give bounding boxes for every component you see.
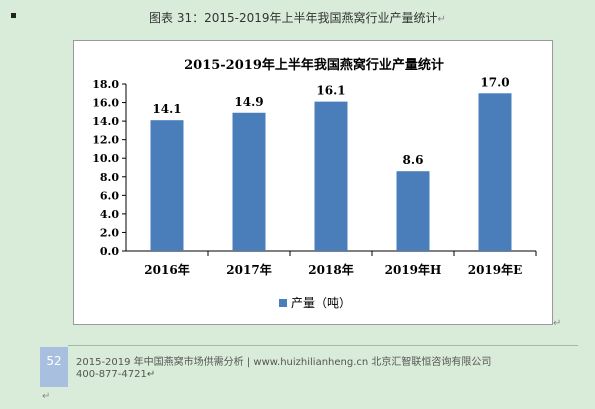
data-label: 14.1 (152, 102, 181, 116)
bar-chart: 2015-2019年上半年我国燕窝行业产量统计 0.0 2.0 4.0 6.0 8.0 1… (92, 57, 537, 310)
x-tick-label: 2019年E (468, 262, 523, 277)
y-tick-label: 2.0 (100, 226, 119, 239)
bar (150, 120, 184, 251)
y-tick-label: 8.0 (100, 171, 119, 184)
plot-area: 0.0 2.0 4.0 6.0 8.0 10.0 12.0 14.0 16.0 18.0 14.1 2… (92, 75, 537, 310)
page-number-box: 52 (40, 347, 68, 387)
bar (396, 171, 430, 251)
x-tick-label: 2016年 (144, 262, 189, 277)
footer-phone-line: 400-877-4721↵ (76, 369, 155, 380)
caption-text: 图表 31：2015-2019年上半年我国燕窝行业产量统计 (149, 11, 438, 25)
y-tick-label: 4.0 (100, 208, 119, 221)
legend-swatch (279, 299, 287, 307)
bar (314, 101, 348, 251)
chart-container: 2015-2019年上半年我国燕窝行业产量统计 0.0 2.0 4.0 6.0 8.0 1… (73, 40, 553, 325)
page-number: 52 (46, 354, 62, 368)
legend-label: 产量（吨） (291, 296, 351, 310)
y-tick-label: 0.0 (100, 245, 119, 258)
x-tick-label: 2018年 (308, 262, 353, 277)
y-tick-label: 12.0 (92, 134, 119, 147)
data-label: 8.6 (403, 153, 424, 167)
x-tick-label: 2019年H (385, 262, 442, 277)
paragraph-mark: ↵ (437, 14, 446, 25)
footer-phone: 400-877-4721 (76, 369, 147, 380)
data-label: 17.0 (480, 75, 509, 89)
data-label: 16.1 (316, 84, 345, 98)
paragraph-mark: ↵ (146, 369, 156, 380)
bar (232, 112, 266, 251)
data-label: 14.9 (234, 95, 263, 109)
footer-divider (68, 345, 578, 346)
chart-title: 2015-2019年上半年我国燕窝行业产量统计 (184, 57, 444, 73)
y-tick-label: 10.0 (92, 152, 119, 165)
list-bullet (11, 13, 16, 18)
bar (478, 93, 512, 252)
y-tick-label: 14.0 (92, 115, 119, 128)
y-tick-label: 18.0 (92, 78, 119, 91)
paragraph-mark: ↵ (553, 318, 562, 329)
footer-publisher-line: 2015-2019 年中国燕窝市场供需分析 | www.huizhilianhe… (76, 357, 492, 368)
y-tick-label: 16.0 (92, 97, 119, 110)
figure-caption: 图表 31：2015-2019年上半年我国燕窝行业产量统计↵ (0, 9, 595, 26)
y-tick-label: 6.0 (100, 189, 119, 202)
paragraph-mark: ↵ (42, 391, 51, 402)
x-tick-label: 2017年 (226, 262, 271, 277)
